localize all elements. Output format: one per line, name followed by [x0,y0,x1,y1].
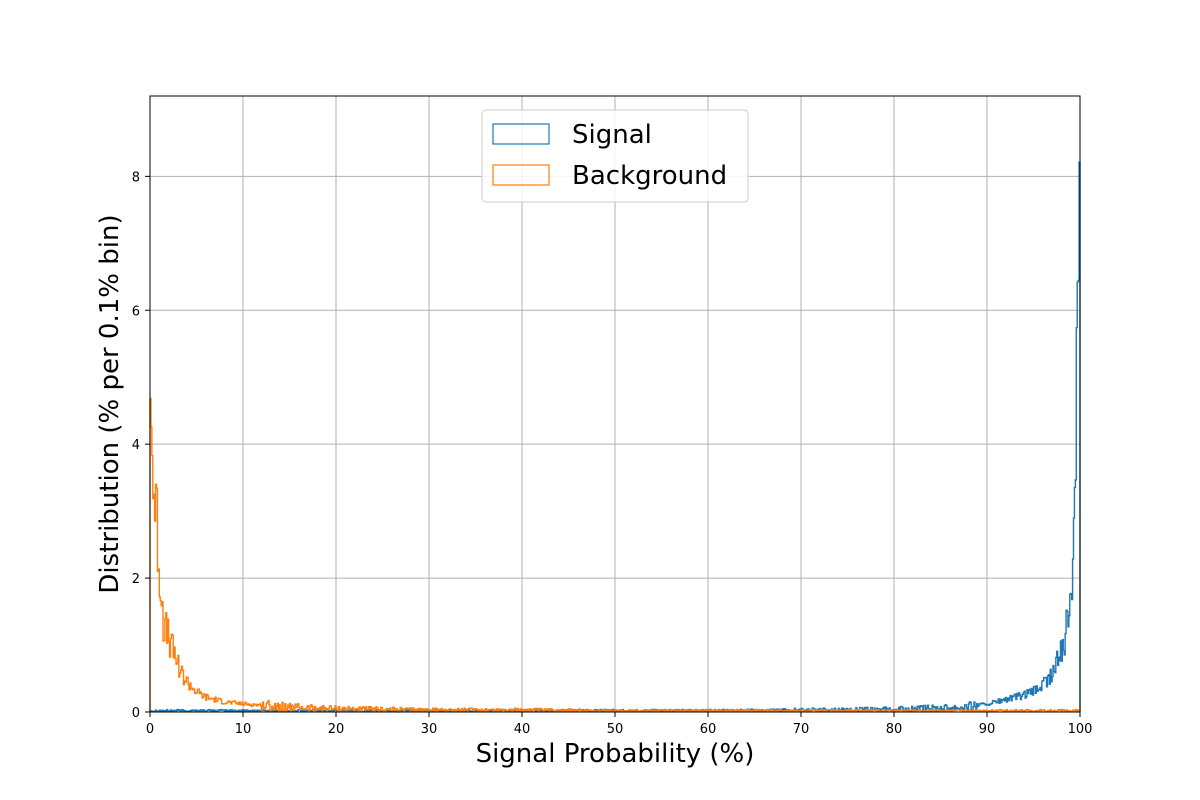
y-tick-label: 0 [132,706,140,721]
legend-swatch-background [492,164,550,186]
x-tick-label: 20 [328,722,345,737]
x-tick-label: 10 [235,722,252,737]
x-tick-label: 90 [979,722,996,737]
y-tick-label: 4 [132,438,140,453]
x-tick-label: 60 [700,722,717,737]
y-tick-label: 2 [132,572,140,587]
x-tick-label: 80 [886,722,903,737]
legend-label-signal: Signal [572,120,652,150]
x-tick-label: 30 [421,722,438,737]
x-tick-label: 0 [146,722,154,737]
x-tick-label: 40 [514,722,531,737]
legend: Signal Background [481,109,749,203]
y-tick-label: 8 [132,170,140,185]
tick-layer: 0 10 20 30 40 50 60 70 80 90 100 0 2 4 6 8 [132,170,1093,737]
x-axis-label: Signal Probability (%) [476,739,755,769]
y-axis-label: Distribution (% per 0.1% bin) [95,214,125,593]
series-line-background [149,397,1081,713]
legend-label-background: Background [572,161,727,191]
legend-swatch-signal [492,123,550,145]
y-tick-label: 6 [132,304,140,319]
x-tick-label: 50 [607,722,624,737]
x-tick-label: 70 [793,722,810,737]
x-tick-label: 100 [1068,722,1093,737]
